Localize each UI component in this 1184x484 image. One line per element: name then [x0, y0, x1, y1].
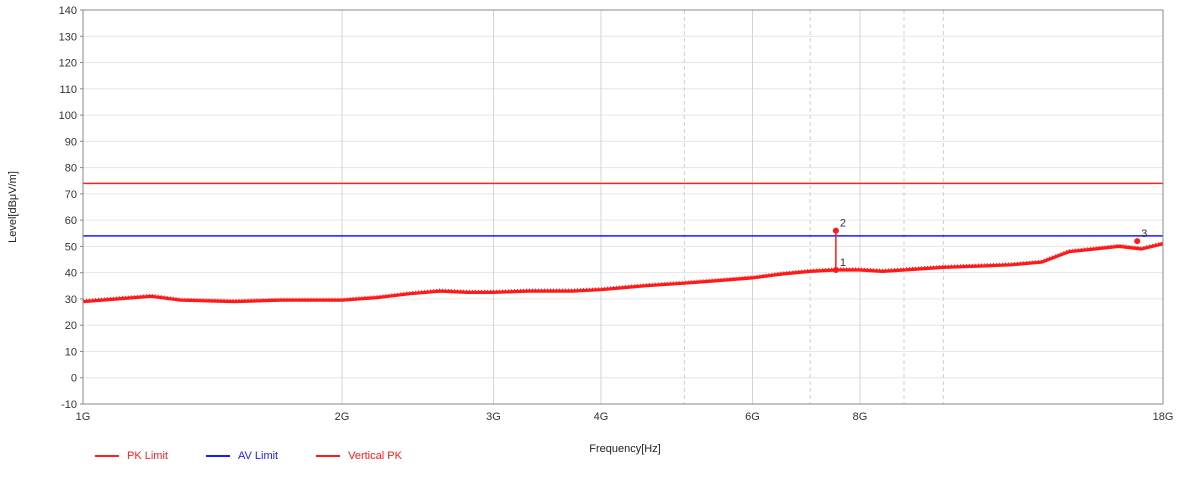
- y-tick-label: 20: [65, 320, 77, 332]
- grid: [82, 9, 1164, 405]
- y-tick-label: 70: [65, 189, 77, 201]
- series-noise-vertical-pk: [82, 241, 1164, 301]
- y-tick-label: 60: [65, 215, 77, 227]
- y-tick-label: -10: [61, 399, 77, 411]
- x-tick-label: 2G: [335, 411, 350, 423]
- x-tick-label: 18G: [1153, 411, 1174, 423]
- y-tick-label: 130: [59, 31, 77, 43]
- y-tick-label: 140: [59, 5, 77, 17]
- marker-label: 2: [840, 218, 846, 230]
- y-tick-label: 50: [65, 241, 77, 253]
- x-tick-label: 6G: [745, 411, 760, 423]
- marker-point: [832, 227, 839, 234]
- legend: PK Limit AV Limit Vertical PK: [95, 450, 402, 462]
- markers-layer: 1 2 3: [832, 218, 1147, 274]
- x-tick-label: 8G: [853, 411, 868, 423]
- y-tick-label: 110: [59, 84, 77, 96]
- y-tick-label: 30: [65, 294, 77, 306]
- legend-swatch-vertical-pk: [316, 455, 341, 457]
- marker-point: [832, 267, 839, 274]
- marker-label: 1: [840, 257, 846, 269]
- y-tick-label: 40: [65, 268, 77, 280]
- legend-swatch-av-limit: [205, 455, 230, 457]
- y-tick-label: 80: [65, 163, 77, 175]
- x-axis-title: Frequency[Hz]: [589, 443, 661, 455]
- legend-item-pk-limit: PK Limit: [95, 450, 168, 462]
- y-axis-title: Level[dBμV/m]: [7, 171, 19, 243]
- legend-label-av-limit: AV Limit: [237, 450, 279, 462]
- legend-item-vertical-pk: Vertical PK: [316, 450, 402, 462]
- legend-label-pk-limit: PK Limit: [127, 450, 168, 462]
- y-tick-label: 10: [65, 346, 77, 358]
- x-tick-label: 4G: [594, 411, 609, 423]
- x-tick-label: 3G: [486, 411, 501, 423]
- y-tick-label: 100: [59, 110, 77, 122]
- y-tick-label: 120: [59, 58, 77, 70]
- legend-label-vertical-pk: Vertical PK: [348, 450, 402, 462]
- y-tick-label: 0: [71, 373, 77, 385]
- y-axis-ticks: -10 0 10 20 30 40 50 60 70 80 90 100 110 120 130 140: [59, 5, 83, 411]
- marker-label: 3: [1141, 228, 1147, 240]
- x-tick-label: 1G: [76, 411, 91, 423]
- legend-swatch-pk-limit: [95, 455, 119, 457]
- plot-frame: [82, 9, 1164, 405]
- legend-item-av-limit: AV Limit: [205, 450, 279, 462]
- series-line-vertical-pk: [82, 242, 1164, 304]
- x-axis-ticks: 1G 2G 3G 4G 6G 8G 18G: [76, 411, 1174, 423]
- series-layer: [82, 182, 1164, 304]
- y-tick-label: 90: [65, 136, 77, 148]
- marker-point: [1134, 238, 1141, 245]
